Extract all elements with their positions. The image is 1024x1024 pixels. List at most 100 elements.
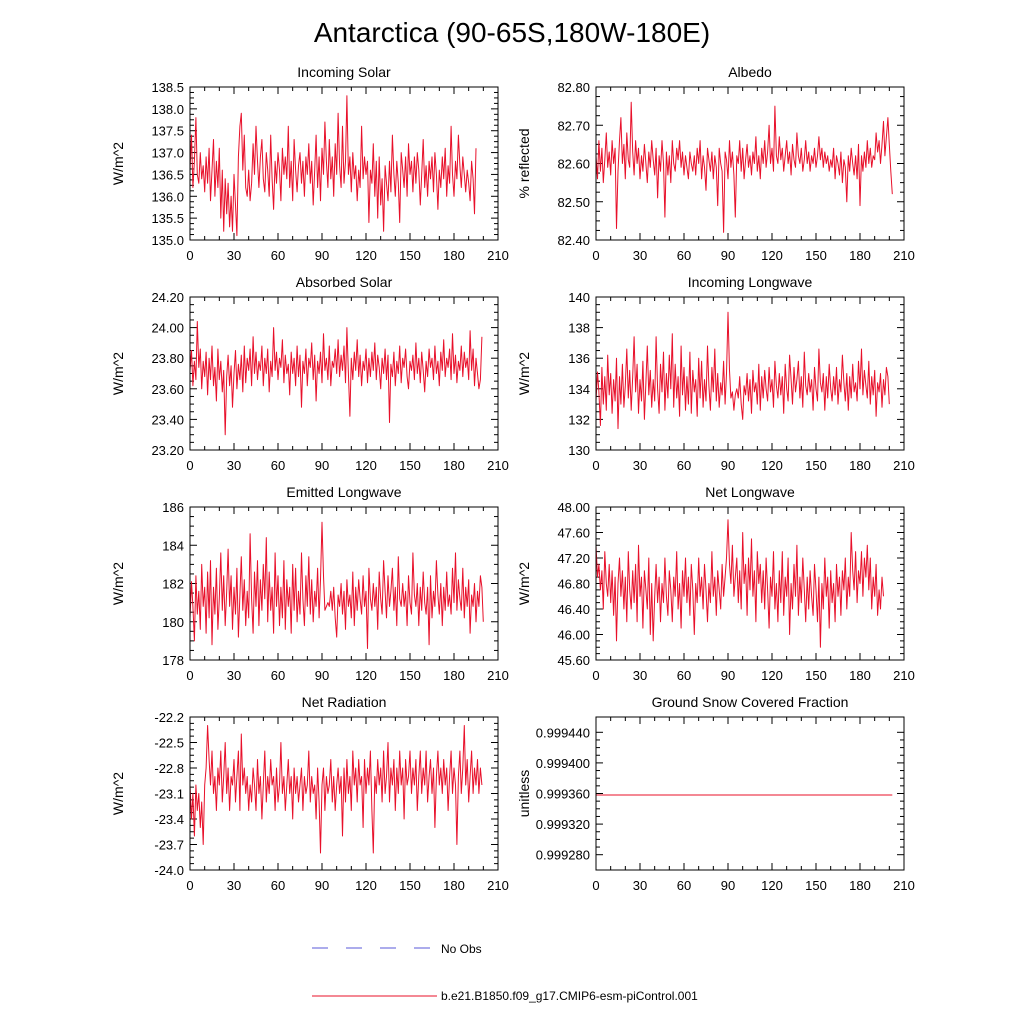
ground-snow-covered-fraction-xtick-label: 210 — [893, 878, 915, 893]
net-longwave-xtick-label: 150 — [805, 668, 827, 683]
net-longwave-xtick-label: 180 — [849, 668, 871, 683]
ground-snow-covered-fraction-ytick-label: 0.999360 — [536, 787, 590, 802]
emitted-longwave-xtick-label: 90 — [315, 668, 329, 683]
net-radiation-xtick-label: 150 — [399, 878, 421, 893]
net-radiation-title: Net Radiation — [302, 694, 387, 710]
net-longwave-ytick-label: 46.40 — [557, 602, 590, 617]
absorbed-solar-ytick-label: 23.40 — [151, 412, 184, 427]
albedo-ytick-label: 82.70 — [557, 118, 590, 133]
incoming-solar-ytick-label: 138.5 — [151, 80, 184, 95]
emitted-longwave-series-line — [189, 521, 484, 649]
net-longwave-xtick-label: 30 — [633, 668, 647, 683]
incoming-solar-xtick-label: 60 — [271, 248, 285, 263]
absorbed-solar-xtick-label: 90 — [315, 458, 329, 473]
legend-no-obs-label: No Obs — [441, 942, 482, 956]
ground-snow-covered-fraction-xtick-label: 0 — [592, 878, 599, 893]
incoming-longwave-xtick-label: 60 — [677, 458, 691, 473]
emitted-longwave-ytick-label: 186 — [162, 500, 184, 515]
albedo-xtick-label: 60 — [677, 248, 691, 263]
incoming-longwave-xtick-label: 30 — [633, 458, 647, 473]
panel-absorbed-solar: Absorbed Solar 0 30 60 90 120 150 180 210 23.20 23… — [110, 274, 509, 473]
incoming-longwave-xtick-label: 180 — [849, 458, 871, 473]
ground-snow-covered-fraction-xtick-label: 150 — [805, 878, 827, 893]
net-radiation-ytick-label: -24.0 — [154, 863, 184, 878]
incoming-longwave-xtick-label: 210 — [893, 458, 915, 473]
net-radiation-frame — [189, 716, 499, 871]
absorbed-solar-ytick-label: 24.20 — [151, 290, 184, 305]
emitted-longwave-ylabel: W/m^2 — [110, 562, 126, 605]
net-radiation-ytick-label: -23.4 — [154, 812, 184, 827]
incoming-longwave-ylabel: W/m^2 — [516, 352, 532, 395]
absorbed-solar-xtick-label: 0 — [186, 458, 193, 473]
incoming-solar-xtick-label: 150 — [399, 248, 421, 263]
emitted-longwave-ytick-label: 180 — [162, 615, 184, 630]
albedo-xtick-label: 210 — [893, 248, 915, 263]
incoming-solar-ytick-label: 137.5 — [151, 124, 184, 139]
ground-snow-covered-fraction-ytick-label: 0.999280 — [536, 848, 590, 863]
albedo-xtick-label: 0 — [592, 248, 599, 263]
incoming-longwave-ytick-label: 140 — [568, 290, 590, 305]
ground-snow-covered-fraction-ylabel: unitless — [516, 770, 532, 817]
net-longwave-ylabel: W/m^2 — [516, 562, 532, 605]
incoming-longwave-xtick-label: 120 — [761, 458, 783, 473]
ground-snow-covered-fraction-xtick-label: 180 — [849, 878, 871, 893]
absorbed-solar-series-line — [189, 321, 483, 436]
panel-net-radiation: Net Radiation 0 30 60 90 120 150 180 210 -24.0 -23… — [110, 694, 509, 893]
albedo-ytick-label: 82.50 — [557, 195, 590, 210]
emitted-longwave-frame — [189, 506, 499, 661]
incoming-solar-ytick-label: 136.0 — [151, 189, 184, 204]
incoming-solar-xtick-label: 210 — [487, 248, 509, 263]
absorbed-solar-xtick-label: 30 — [227, 458, 241, 473]
ground-snow-covered-fraction-ytick-label: 0.999400 — [536, 756, 590, 771]
net-longwave-ytick-label: 47.60 — [557, 526, 590, 541]
incoming-solar-ytick-label: 137.0 — [151, 146, 184, 161]
albedo-frame — [595, 86, 905, 241]
absorbed-solar-title: Absorbed Solar — [296, 274, 393, 290]
ground-snow-covered-fraction-xtick-label: 120 — [761, 878, 783, 893]
incoming-longwave-ytick-label: 136 — [568, 351, 590, 366]
net-radiation-ytick-label: -23.7 — [154, 838, 184, 853]
absorbed-solar-xtick-label: 60 — [271, 458, 285, 473]
emitted-longwave-xtick-label: 150 — [399, 668, 421, 683]
net-radiation-ytick-label: -22.5 — [154, 736, 184, 751]
absorbed-solar-ytick-label: 23.20 — [151, 443, 184, 458]
incoming-solar-xtick-label: 0 — [186, 248, 193, 263]
incoming-solar-series-line — [189, 95, 477, 237]
incoming-solar-frame — [189, 86, 499, 241]
emitted-longwave-xtick-label: 120 — [355, 668, 377, 683]
emitted-longwave-ytick-label: 184 — [162, 538, 184, 553]
net-radiation-xtick-label: 0 — [186, 878, 193, 893]
albedo-xtick-label: 30 — [633, 248, 647, 263]
absorbed-solar-xtick-label: 180 — [443, 458, 465, 473]
absorbed-solar-ylabel: W/m^2 — [110, 352, 126, 395]
net-radiation-series-line — [189, 725, 483, 854]
ground-snow-covered-fraction-frame — [595, 716, 905, 871]
net-radiation-ytick-label: -22.2 — [154, 710, 184, 725]
net-radiation-ylabel: W/m^2 — [110, 772, 126, 815]
emitted-longwave-title: Emitted Longwave — [286, 484, 401, 500]
net-longwave-xtick-label: 0 — [592, 668, 599, 683]
albedo-xtick-label: 90 — [721, 248, 735, 263]
emitted-longwave-xtick-label: 60 — [271, 668, 285, 683]
emitted-longwave-xtick-label: 180 — [443, 668, 465, 683]
ground-snow-covered-fraction-xtick-label: 30 — [633, 878, 647, 893]
panel-ground-snow-covered-fraction: Ground Snow Covered Fraction 0 30 60 90 120 15… — [516, 694, 915, 893]
net-radiation-xtick-label: 90 — [315, 878, 329, 893]
net-longwave-ytick-label: 47.20 — [557, 551, 590, 566]
net-longwave-xtick-label: 60 — [677, 668, 691, 683]
incoming-longwave-ytick-label: 130 — [568, 443, 590, 458]
incoming-solar-title: Incoming Solar — [297, 64, 391, 80]
net-longwave-title: Net Longwave — [705, 484, 795, 500]
absorbed-solar-xtick-label: 210 — [487, 458, 509, 473]
incoming-longwave-xtick-label: 0 — [592, 458, 599, 473]
emitted-longwave-xtick-label: 0 — [186, 668, 193, 683]
panel-net-longwave: Net Longwave 0 30 60 90 120 150 180 210 45.60 46.0… — [516, 484, 915, 683]
net-radiation-xtick-label: 30 — [227, 878, 241, 893]
incoming-longwave-title: Incoming Longwave — [688, 274, 813, 290]
net-longwave-ytick-label: 45.60 — [557, 653, 590, 668]
ground-snow-covered-fraction-ytick-label: 0.999440 — [536, 725, 590, 740]
net-radiation-ytick-label: -22.8 — [154, 761, 184, 776]
emitted-longwave-ytick-label: 182 — [162, 577, 184, 592]
albedo-ytick-label: 82.40 — [557, 233, 590, 248]
